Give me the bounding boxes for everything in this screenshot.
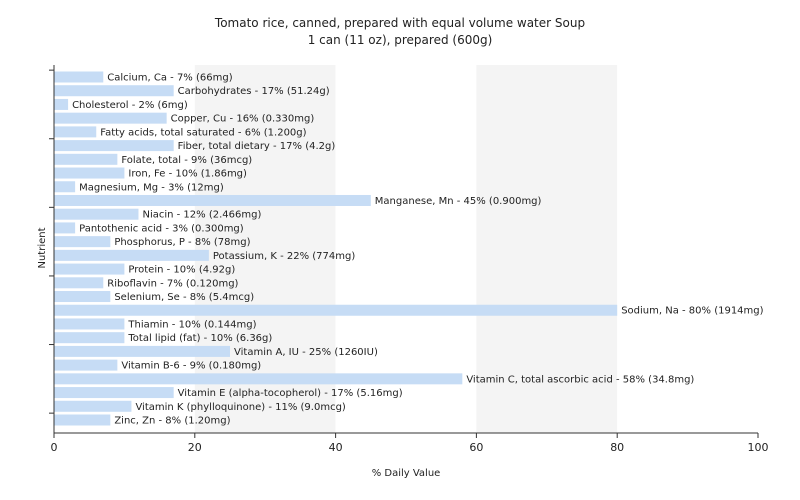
x-tick-label: 100 [748, 441, 769, 454]
bar-label: Sodium, Na - 80% (1914mg) [621, 306, 763, 317]
bar [54, 140, 174, 152]
bar [54, 400, 132, 412]
bar [54, 318, 125, 330]
grid-band [335, 65, 477, 433]
grid-band [476, 65, 618, 433]
bar [54, 332, 125, 344]
bar-label: Vitamin A, IU - 25% (1260IU) [234, 347, 378, 358]
bar-label: Niacin - 12% (2.466mg) [142, 210, 261, 221]
bar [54, 181, 76, 193]
bar [54, 126, 97, 138]
bar-label: Vitamin C, total ascorbic acid - 58% (34… [466, 374, 694, 385]
grid-band [617, 65, 758, 433]
chart-subtitle: 1 can (11 oz), prepared (600g) [308, 33, 493, 47]
bar-label: Pantothenic acid - 3% (0.300mg) [79, 223, 244, 234]
bar-label: Fiber, total dietary - 17% (4.2g) [178, 141, 336, 152]
y-axis-title: Nutrient [37, 227, 48, 268]
bar [54, 263, 125, 275]
bar [54, 167, 125, 179]
x-tick-label: 0 [51, 441, 58, 454]
x-tick-label: 40 [329, 441, 343, 454]
bar [54, 359, 118, 371]
bar [54, 222, 76, 234]
bar-label: Protein - 10% (4.92g) [128, 265, 235, 276]
bar-label: Selenium, Se - 8% (5.4mcg) [114, 292, 254, 303]
bar [54, 414, 111, 426]
bar-label: Riboflavin - 7% (0.120mg) [107, 278, 238, 289]
bar [54, 112, 167, 124]
grid-bands [54, 65, 758, 433]
bar [54, 208, 139, 220]
x-ticks: 0 20 40 60 80 100 [51, 433, 769, 454]
bar-label: Phosphorus, P - 8% (78mg) [114, 237, 250, 248]
chart-title: Tomato rice, canned, prepared with equal… [214, 16, 585, 30]
bar [54, 249, 209, 261]
grid-band [194, 65, 336, 433]
bar-label: Calcium, Ca - 7% (66mg) [107, 73, 232, 84]
bar-label: Potassium, K - 22% (774mg) [213, 251, 355, 262]
bar [54, 194, 371, 206]
bar-label: Iron, Fe - 10% (1.86mg) [128, 169, 247, 180]
bar-label: Fatty acids, total saturated - 6% (1.200… [100, 127, 306, 138]
bar [54, 345, 230, 357]
grid-band [54, 65, 195, 433]
bar-labels: Calcium, Ca - 7% (66mg) Carbohydrates - 1… [72, 73, 764, 427]
bar-label: Vitamin B-6 - 9% (0.180mg) [121, 361, 261, 372]
axes [49, 65, 758, 434]
bar [54, 373, 463, 385]
bar-label: Carbohydrates - 17% (51.24g) [178, 86, 330, 97]
bar [54, 71, 104, 83]
bar [54, 291, 111, 303]
x-tick-label: 20 [188, 441, 202, 454]
x-tick-label: 60 [469, 441, 483, 454]
bar-label: Vitamin E (alpha-tocopherol) - 17% (5.16… [178, 388, 403, 399]
bar-label: Folate, total - 9% (36mcg) [121, 155, 252, 166]
bar [54, 85, 174, 97]
bar [54, 153, 118, 165]
bar-label: Vitamin K (phylloquinone) - 11% (9.0mcg) [135, 402, 345, 413]
bar [54, 98, 69, 110]
bar-label: Total lipid (fat) - 10% (6.36g) [127, 333, 272, 344]
bar [54, 304, 618, 316]
bar-label: Thiamin - 10% (0.144mg) [127, 319, 256, 330]
bar-label: Copper, Cu - 16% (0.330mg) [171, 114, 315, 125]
bar-label: Magnesium, Mg - 3% (12mg) [79, 182, 224, 193]
x-tick-label: 80 [610, 441, 624, 454]
bar-label: Zinc, Zn - 8% (1.20mg) [114, 416, 230, 427]
bars [54, 71, 618, 426]
bar [54, 387, 174, 399]
bar [54, 277, 104, 289]
x-axis-title: % Daily Value [372, 468, 441, 479]
bar-label: Cholesterol - 2% (6mg) [72, 100, 188, 111]
bar-label: Manganese, Mn - 45% (0.900mg) [375, 196, 542, 207]
bar [54, 236, 111, 248]
